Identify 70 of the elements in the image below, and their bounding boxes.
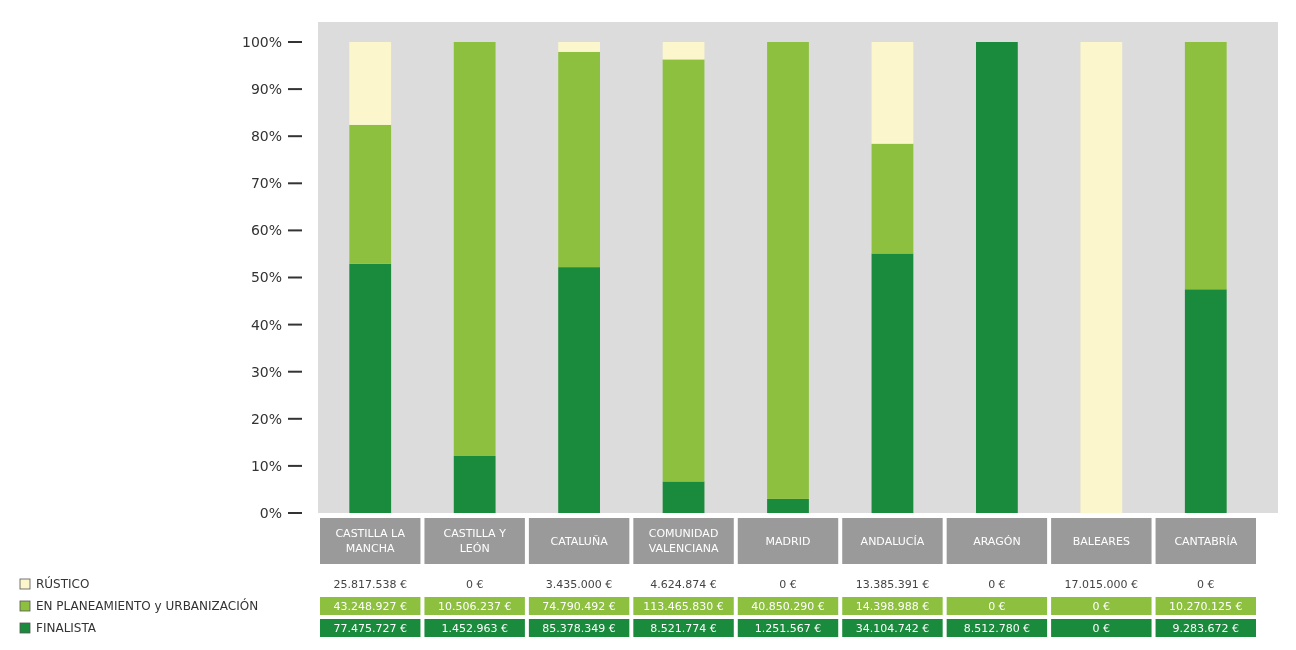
data-label: 40.850.290 € [751, 599, 825, 613]
bar [871, 42, 914, 144]
data-label: 77.475.727 € [333, 621, 407, 635]
data-label: 74.790.492 € [542, 599, 616, 613]
x-tick-label: CASTILLA LA MANCHA [335, 527, 406, 556]
bar [1184, 289, 1227, 513]
data-label: 43.248.927 € [333, 599, 407, 613]
data-label: 1.452.963 € [441, 621, 508, 635]
data-label: 8.512.780 € [963, 621, 1031, 635]
y-tick-label: 90% [250, 81, 282, 97]
data-label: 3.435.000 € [545, 577, 613, 591]
data-label: 0 € [779, 577, 797, 591]
data-label: 4.624.874 € [650, 577, 717, 591]
y-tick-label: 60% [250, 222, 282, 239]
bar [662, 481, 705, 513]
bar [767, 498, 809, 513]
y-tick-label: 70% [250, 175, 282, 192]
x-tick-label: CANTABRÍA [1174, 534, 1238, 548]
x-tick-label: ANDALUCÍA [860, 534, 925, 548]
data-label: 9.283.672 € [1172, 621, 1240, 635]
y-tick-label: 20% [250, 410, 282, 427]
data-label: 34.104.742 € [855, 621, 930, 635]
x-tick-label: CATALUÑA [550, 534, 609, 548]
bar [871, 143, 914, 254]
data-label: 0 € [1092, 621, 1111, 635]
bar [453, 456, 496, 513]
y-tick-label: 50% [250, 269, 282, 286]
legend-label: EN PLANEAMIENTO y URBANIZACIÓN [36, 598, 259, 614]
data-label: 0 € [1197, 577, 1215, 591]
data-label: 85.378.349 € [542, 621, 616, 635]
x-tick-label: BALEARES [1072, 534, 1130, 548]
data-label: 0 € [1092, 599, 1111, 613]
data-label: 10.506.237 € [437, 599, 512, 613]
y-tick-label: 100% [241, 33, 282, 50]
bar [976, 42, 1018, 513]
bar [662, 42, 705, 60]
bar [349, 124, 392, 264]
bar [558, 51, 600, 268]
bar [453, 42, 496, 457]
data-label: 13.385.391 € [855, 577, 930, 591]
bar [558, 267, 600, 513]
data-label: 0 € [465, 577, 484, 591]
y-tick-label: 0% [259, 504, 282, 521]
data-label: 17.015.000 € [1064, 577, 1139, 591]
bar [871, 253, 914, 513]
x-tick-label: MADRID [765, 534, 811, 548]
y-tick-label: 30% [250, 363, 282, 380]
y-tick-label: 10% [250, 457, 282, 474]
bar [767, 42, 809, 499]
bar [558, 42, 600, 52]
data-label: 113.465.830 € [643, 599, 724, 613]
data-label: 0 € [988, 577, 1006, 591]
bar [1080, 42, 1123, 513]
bar [349, 263, 392, 513]
data-label: 14.398.988 € [855, 599, 930, 613]
data-label: 0 € [988, 599, 1006, 613]
x-tick-label: ARAGÓN [973, 534, 1021, 548]
y-tick-label: 80% [250, 128, 282, 145]
x-tick-label: CASTILLA Y LEÓN [443, 527, 507, 556]
y-tick-label: 40% [250, 316, 282, 333]
legend-label: FINALISTA [36, 621, 97, 636]
legend-label: RÚSTICO [36, 576, 90, 592]
bar [349, 42, 392, 125]
data-label: 1.251.567 € [754, 621, 822, 635]
bar [662, 59, 705, 482]
x-tick-label: COMUNIDAD VALENCIANA [648, 527, 719, 556]
data-label: 10.270.125 € [1169, 599, 1243, 613]
bar [1184, 42, 1227, 290]
data-label: 8.521.774 € [650, 621, 717, 635]
data-label: 25.817.538 € [333, 577, 407, 591]
